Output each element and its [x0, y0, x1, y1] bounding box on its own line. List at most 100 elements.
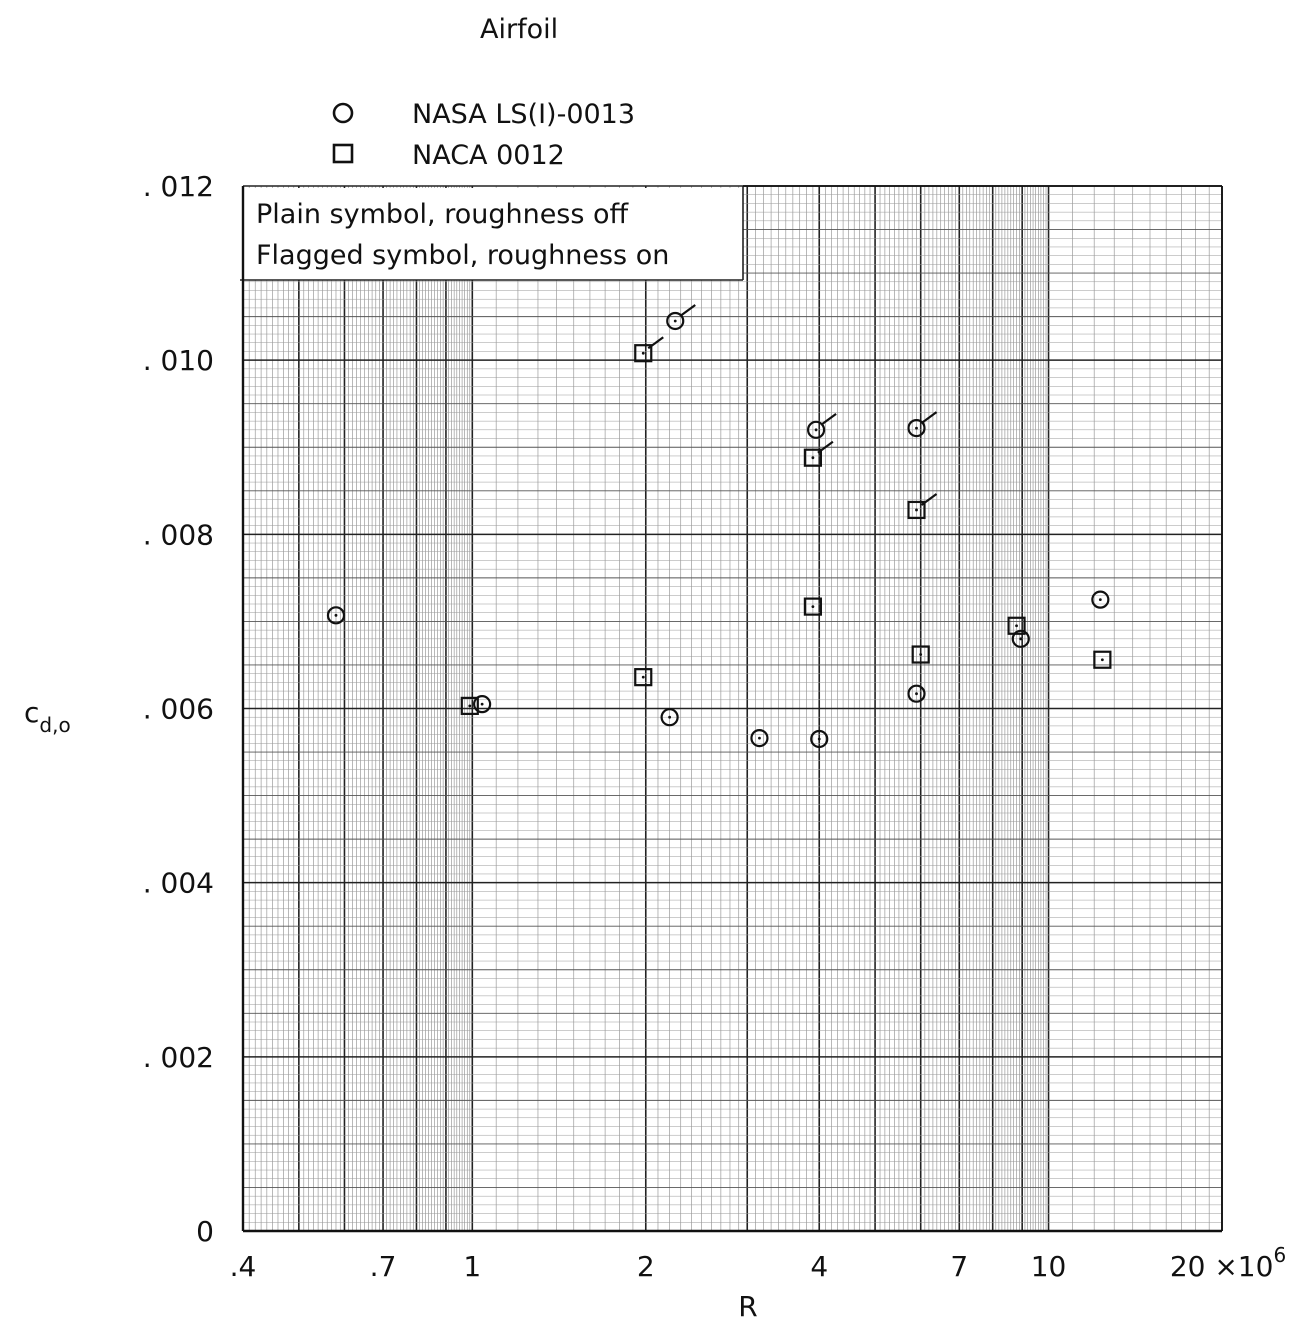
point-center — [1100, 658, 1104, 662]
point-marker — [666, 311, 685, 331]
point-center — [915, 692, 918, 696]
point-marker — [1091, 590, 1110, 609]
x-tick-label: 1 — [463, 1250, 481, 1283]
y-axis-label-main: c — [24, 696, 39, 729]
point-center — [673, 319, 677, 323]
point-marker — [634, 668, 653, 687]
point-center — [334, 613, 338, 617]
y-tick-label: . 004 — [143, 867, 214, 900]
point-flag — [647, 336, 664, 350]
point-circle — [907, 411, 938, 438]
point-center — [811, 456, 815, 460]
legend-marker-square — [332, 143, 354, 164]
point-square — [803, 440, 834, 467]
point-square — [1093, 650, 1112, 669]
point-center — [480, 702, 484, 706]
point-marker — [750, 729, 769, 748]
point-flag — [920, 411, 938, 424]
point-center — [641, 351, 645, 355]
x-tick-label: 10 — [1031, 1250, 1067, 1283]
plot-frame — [241, 185, 1223, 1233]
y-tick-labels: 0 . 002 . 004 . 006 . 008 . 010 . 012 — [143, 170, 214, 1248]
point-center — [1015, 624, 1018, 628]
legend-label-naca: NACA 0012 — [412, 140, 565, 171]
point-marker — [1093, 650, 1112, 669]
point-marker — [634, 344, 653, 363]
x-tick-last-base: 20 ×10 — [1170, 1250, 1274, 1283]
point-marker — [907, 418, 926, 438]
note-line-1: Plain symbol, roughness off — [256, 199, 630, 230]
point-circle — [806, 412, 837, 439]
y-axis-label: cd,o — [24, 696, 71, 737]
point-circle — [750, 729, 769, 748]
note-box — [240, 188, 743, 280]
point-circle — [1011, 629, 1030, 648]
point-circle — [810, 729, 829, 749]
point-square — [907, 493, 938, 520]
x-tick-label: .7 — [370, 1250, 397, 1283]
x-tick-last-exponent: 6 — [1273, 1243, 1286, 1267]
y-tick-label: . 006 — [143, 693, 214, 726]
point-flag — [920, 493, 938, 506]
point-center — [915, 426, 918, 430]
point-center — [1019, 637, 1023, 641]
point-center — [919, 653, 923, 656]
x-tick-label: 2 — [637, 1250, 655, 1283]
point-square — [1007, 616, 1026, 635]
point-center — [641, 675, 645, 679]
point-square — [803, 597, 822, 616]
legend-label-nasa: NASA LS(I)-0013 — [412, 99, 635, 130]
x-tick-label: 7 — [950, 1250, 968, 1283]
point-marker — [1007, 616, 1026, 635]
point-center — [915, 508, 918, 512]
point-square — [911, 645, 930, 664]
point-flag — [679, 304, 696, 317]
x-axis-label: R — [738, 1290, 757, 1323]
point-center — [811, 605, 815, 609]
point-marker — [660, 708, 679, 727]
point-marker — [803, 448, 822, 467]
point-circle — [1091, 590, 1110, 609]
point-marker — [803, 597, 822, 616]
point-flag — [817, 440, 834, 454]
point-circle — [907, 684, 926, 703]
y-tick-label: . 010 — [143, 344, 214, 377]
y-tick-label: 0 — [196, 1215, 214, 1248]
y-tick-label: . 012 — [143, 170, 214, 203]
x-tick-labels: .4 .7 1 2 4 7 10 20 ×106 — [230, 1243, 1287, 1283]
y-axis-label-subscript: d,o — [39, 713, 70, 737]
x-tick-label-last: 20 ×106 — [1170, 1243, 1286, 1283]
point-marker — [806, 420, 826, 439]
point-square — [460, 696, 479, 715]
legend-marker-circle — [332, 102, 354, 124]
y-tick-label: . 008 — [143, 518, 214, 551]
legend-title: Airfoil — [480, 14, 558, 45]
point-square — [634, 668, 653, 687]
point-center — [1098, 598, 1102, 602]
point-marker — [907, 684, 926, 703]
y-tick-label: . 002 — [143, 1041, 214, 1074]
point-circle — [326, 606, 346, 625]
point-center — [668, 715, 672, 719]
plot-grid — [242, 185, 1223, 1232]
point-center — [758, 736, 761, 740]
point-center — [817, 737, 821, 741]
point-center — [468, 704, 472, 708]
point-center — [814, 428, 818, 432]
point-marker — [460, 696, 479, 715]
point-marker — [326, 606, 346, 625]
x-tick-label: 4 — [810, 1250, 828, 1283]
point-circle — [666, 304, 696, 331]
point-square — [634, 336, 664, 363]
note-line-2: Flagged symbol, roughness on — [256, 240, 669, 271]
data-points — [326, 304, 1112, 749]
x-tick-label: .4 — [230, 1250, 257, 1283]
point-circle — [473, 695, 492, 714]
point-marker — [810, 729, 829, 749]
point-marker — [473, 695, 492, 714]
point-flag — [820, 412, 837, 426]
point-marker — [1011, 629, 1030, 648]
point-marker — [907, 500, 926, 520]
point-marker — [911, 645, 930, 664]
